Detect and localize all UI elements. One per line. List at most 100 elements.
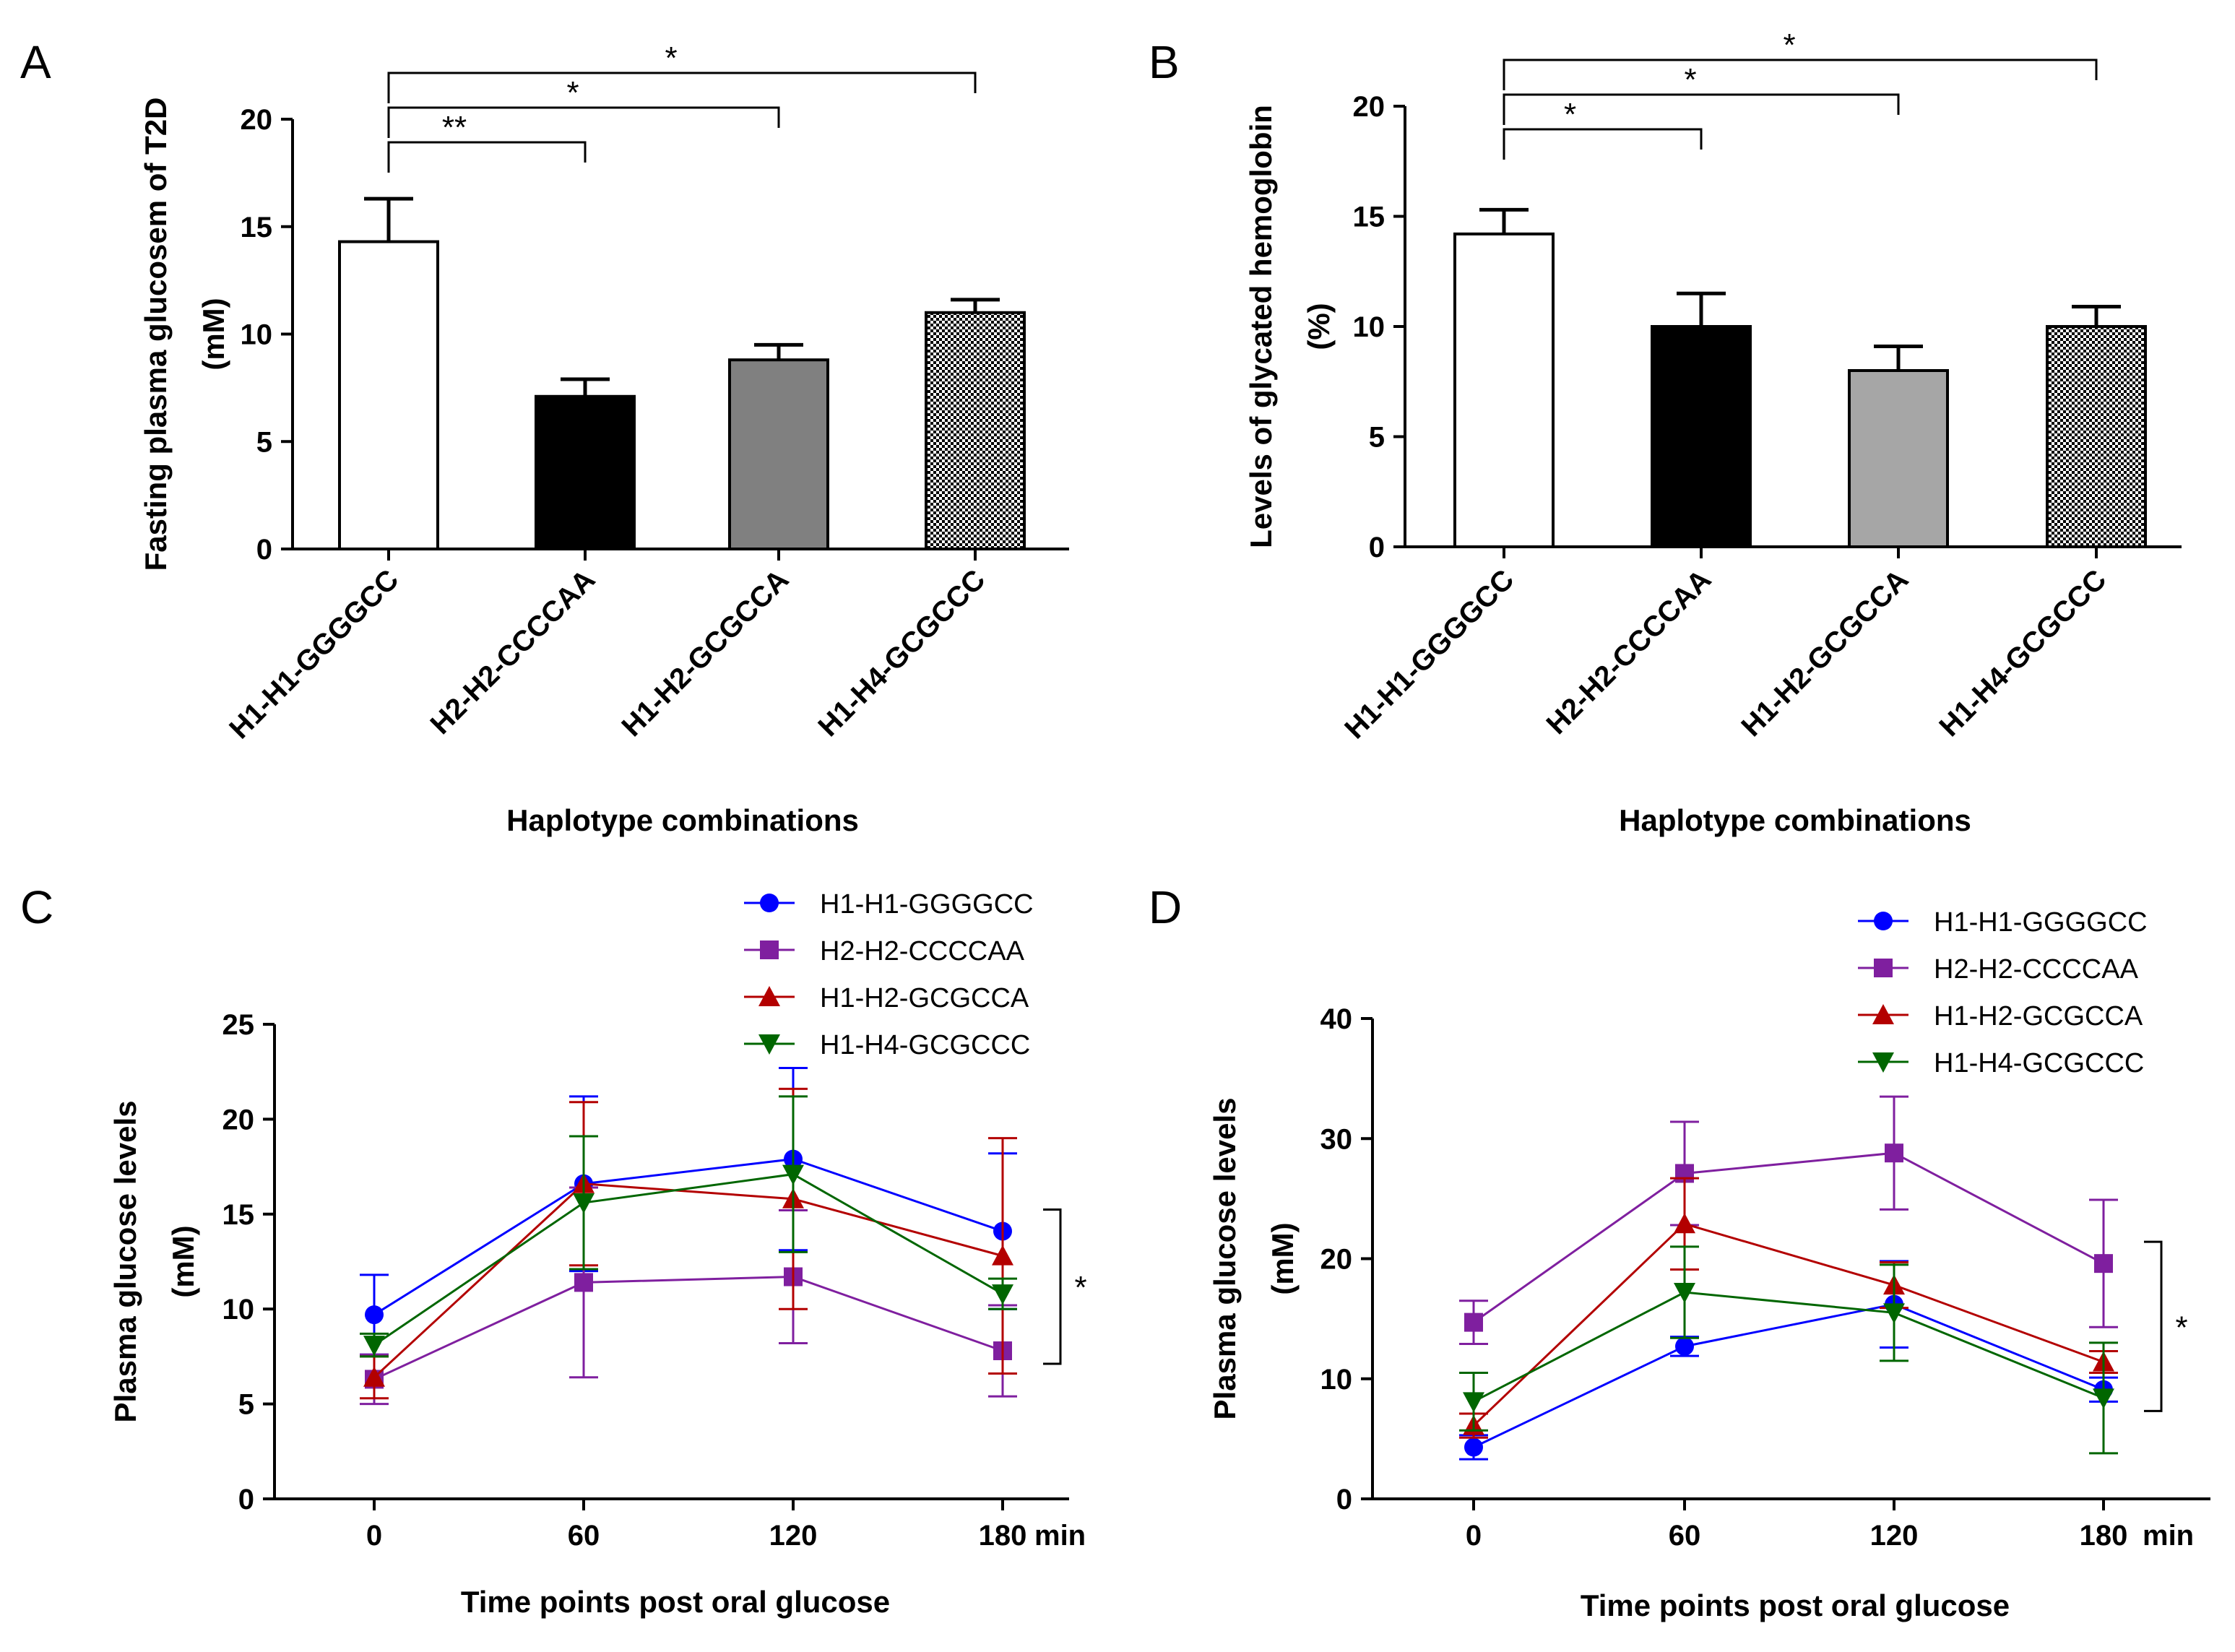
data-point — [363, 1366, 385, 1387]
bar — [535, 394, 636, 551]
x-axis-title: Haplotype combinations — [1619, 803, 1971, 837]
x-category-label: H1-H2-GCGCCA — [615, 563, 795, 743]
series-line — [1472, 1222, 2104, 1427]
y-tick-label: 15 — [222, 1199, 255, 1231]
x-tick-label: 0 — [1466, 1520, 1482, 1552]
significance-label: * — [1684, 62, 1696, 98]
significance-bracket — [387, 106, 780, 138]
legend-marker — [1872, 1004, 1894, 1024]
legend-marker — [758, 986, 780, 1006]
x-unit-label: min — [1034, 1520, 1086, 1552]
bar — [1651, 325, 1752, 548]
y-tick-label: 0 — [1369, 532, 1385, 563]
y-tick-label: 10 — [222, 1294, 255, 1326]
x-category-label: H1-H2-GCGCCA — [1735, 563, 1914, 743]
y-axis-title-group: Plasma glucose levels (mM) — [1208, 1098, 1300, 1420]
significance-bracket — [387, 141, 587, 173]
bar — [925, 311, 1026, 550]
significance-label: * — [665, 40, 677, 76]
bar — [728, 358, 829, 550]
x-tick-label: 180 — [979, 1520, 1027, 1552]
series-line — [1473, 1291, 2104, 1403]
significance-bracket — [387, 72, 977, 103]
y-axis-unit: (mM) — [196, 298, 230, 370]
y-tick-label: 10 — [241, 319, 273, 351]
significance-bracket — [2144, 1240, 2163, 1412]
data-point — [1464, 1312, 1483, 1332]
significance-label: * — [1564, 97, 1576, 132]
y-tick-label: 5 — [1369, 422, 1385, 454]
legend-label: H1-H1-GGGGCC — [820, 889, 1034, 920]
y-tick-label: 20 — [222, 1104, 255, 1136]
x-axis-title: Haplotype combinations — [506, 803, 859, 837]
series-1 — [360, 1186, 1017, 1406]
data-point — [2094, 1254, 2113, 1273]
y-axis-unit: (mM) — [166, 1225, 200, 1297]
x-category-label: H2-H2-CCCCAA — [425, 563, 602, 740]
data-point — [2093, 1388, 2114, 1409]
x-axis-title: Time points post oral glucose — [461, 1585, 890, 1619]
y-tick-label: 5 — [256, 426, 272, 458]
series-2 — [1459, 1177, 2118, 1439]
significance-bracket — [1503, 59, 2098, 90]
bar — [1848, 369, 1949, 548]
y-tick-label: 20 — [1353, 91, 1385, 123]
series-1 — [1459, 1095, 2118, 1346]
significance-label: * — [2175, 1310, 2187, 1345]
x-tick-label: 60 — [1669, 1520, 1701, 1552]
panel-label: B — [1149, 36, 1180, 88]
legend: H1-H1-GGGGCC H2-H2-CCCCAA H1-H2-GCGCCA H1-H… — [744, 889, 1034, 1060]
legend-label: H1-H4-GCGCCC — [1934, 1048, 2144, 1078]
y-axis-title-group: Fasting plasma glucosem of T2D (mM) — [139, 98, 230, 571]
data-point — [574, 1273, 593, 1292]
legend-label: H1-H2-GCGCCA — [1934, 1001, 2143, 1032]
legend-label: H2-H2-CCCCAA — [820, 936, 1025, 966]
x-tick-label: 60 — [568, 1520, 600, 1552]
y-tick-label: 15 — [1353, 202, 1385, 233]
data-point — [992, 1245, 1013, 1266]
y-tick-label: 15 — [241, 212, 273, 243]
bar — [338, 240, 439, 550]
legend-label: H1-H4-GCGCCC — [820, 1030, 1030, 1060]
legend-marker — [1872, 1052, 1894, 1073]
data-point — [1464, 1437, 1483, 1457]
y-axis-unit: (mM) — [1266, 1222, 1300, 1294]
x-tick-label: 120 — [1870, 1520, 1919, 1552]
data-point — [1675, 1336, 1694, 1356]
x-tick-label: 120 — [769, 1520, 818, 1552]
x-tick-label: 180 — [2080, 1520, 2128, 1552]
y-axis-title-group: Plasma glucose levels (mM) — [108, 1101, 200, 1423]
data-point — [1463, 1392, 1484, 1413]
series-3 — [360, 1095, 1017, 1358]
y-tick-label: 30 — [1320, 1123, 1353, 1155]
x-axis-title: Time points post oral glucose — [1581, 1588, 2010, 1622]
series-line — [373, 1158, 1003, 1316]
data-point — [1674, 1213, 1695, 1234]
y-tick-label: 20 — [241, 104, 273, 136]
legend-marker — [760, 894, 779, 912]
significance-label: * — [1783, 27, 1795, 63]
panel-B: B 0 5 10 15 20 Levels of glycated hemoglobin (%… — [1149, 27, 2182, 837]
y-tick-label: 40 — [1320, 1003, 1353, 1035]
legend: H1-H1-GGGGCC H2-H2-CCCCAA H1-H2-GCGCCA H1-H… — [1858, 907, 2148, 1078]
panel-D: D 0 10 20 30 40 Plasma glucose levels (mM) 0 60 12… — [1149, 881, 2210, 1622]
series-2 — [360, 1087, 1017, 1400]
y-axis-unit: (%) — [1302, 303, 1336, 350]
y-axis-title: Plasma glucose levels — [1208, 1098, 1242, 1420]
data-point — [1885, 1143, 1903, 1163]
y-axis-title: Fasting plasma glucosem of T2D — [139, 98, 173, 571]
bar — [1453, 232, 1555, 548]
series-line — [1473, 1151, 2104, 1323]
significance-label: ** — [442, 110, 467, 145]
y-tick-label: 0 — [1336, 1484, 1352, 1515]
y-tick-label: 10 — [1353, 311, 1385, 343]
legend-marker — [1874, 912, 1893, 930]
legend-label: H1-H2-GCGCCA — [820, 983, 1029, 1013]
significance-label: * — [1074, 1270, 1086, 1305]
panel-label: A — [20, 36, 51, 88]
x-unit-label: min — [2143, 1520, 2194, 1552]
data-point — [363, 1336, 385, 1357]
legend-label: H1-H1-GGGGCC — [1934, 907, 2148, 938]
data-point — [992, 1284, 1013, 1305]
